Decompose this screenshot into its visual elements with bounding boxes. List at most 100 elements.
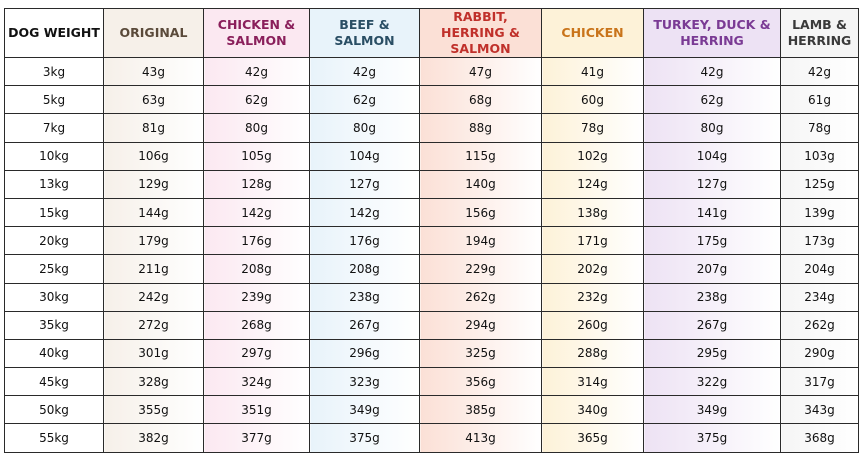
portion-cell: 211g	[103, 254, 204, 284]
portion-cell: 238g	[643, 282, 781, 312]
weight-cell: 30kg	[4, 282, 104, 312]
portion-cell: 175g	[643, 226, 781, 256]
portion-cell: 260g	[541, 310, 644, 340]
portion-cell: 239g	[203, 282, 310, 312]
portion-cell: 106g	[103, 141, 204, 171]
portion-cell: 176g	[309, 226, 420, 256]
table-row: 25kg 211g 208g 208g 229g 202g 207g 204g	[4, 254, 859, 284]
portion-cell: 295g	[643, 338, 781, 369]
table-row: 20kg 179g 176g 176g 194g 171g 175g 173g	[4, 226, 859, 256]
portion-cell: 375g	[643, 423, 781, 453]
portion-cell: 179g	[103, 226, 204, 256]
column-header-recipe: RABBIT, HERRING & SALMON	[419, 8, 542, 58]
portion-cell: 144g	[103, 197, 204, 228]
weight-cell: 50kg	[4, 395, 104, 425]
portion-cell: 229g	[419, 254, 542, 284]
portion-cell: 103g	[780, 141, 859, 171]
portion-cell: 78g	[780, 113, 859, 143]
portion-cell: 207g	[643, 254, 781, 284]
table-row: 35kg 272g 268g 267g 294g 260g 267g 262g	[4, 310, 859, 340]
portion-cell: 127g	[309, 169, 420, 199]
table-row: 7kg 81g 80g 80g 88g 78g 80g 78g	[4, 113, 859, 143]
portion-cell: 262g	[780, 310, 859, 340]
portion-cell: 129g	[103, 169, 204, 199]
portion-cell: 139g	[780, 197, 859, 228]
portion-cell: 202g	[541, 254, 644, 284]
portion-cell: 296g	[309, 338, 420, 369]
weight-cell: 55kg	[4, 423, 104, 453]
portion-cell: 267g	[643, 310, 781, 340]
feeding-guide: DOG WEIGHT ORIGINAL CHICKEN & SALMON BEEF &…	[4, 8, 859, 453]
portion-cell: 81g	[103, 113, 204, 143]
weight-cell: 7kg	[4, 113, 104, 143]
portion-cell: 208g	[309, 254, 420, 284]
portion-cell: 42g	[203, 56, 310, 87]
portion-cell: 63g	[103, 85, 204, 115]
table-row: 45kg 328g 324g 323g 356g 314g 322g 317g	[4, 367, 859, 397]
portion-cell: 47g	[419, 56, 542, 87]
table-row: 15kg 144g 142g 142g 156g 138g 141g 139g	[4, 197, 859, 228]
portion-cell: 124g	[541, 169, 644, 199]
portion-cell: 323g	[309, 367, 420, 397]
portion-cell: 142g	[309, 197, 420, 228]
feeding-table: DOG WEIGHT ORIGINAL CHICKEN & SALMON BEEF &…	[4, 8, 859, 453]
portion-cell: 78g	[541, 113, 644, 143]
table-row: 5kg 63g 62g 62g 68g 60g 62g 61g	[4, 85, 859, 115]
portion-cell: 232g	[541, 282, 644, 312]
header-row: DOG WEIGHT ORIGINAL CHICKEN & SALMON BEEF &…	[4, 8, 859, 58]
portion-cell: 42g	[309, 56, 420, 87]
weight-cell: 5kg	[4, 85, 104, 115]
portion-cell: 88g	[419, 113, 542, 143]
portion-cell: 142g	[203, 197, 310, 228]
portion-cell: 301g	[103, 338, 204, 369]
portion-cell: 382g	[103, 423, 204, 453]
portion-cell: 314g	[541, 367, 644, 397]
column-header-recipe: CHICKEN & SALMON	[203, 8, 310, 58]
portion-cell: 351g	[203, 395, 310, 425]
column-header-recipe: CHICKEN	[541, 8, 644, 58]
portion-cell: 355g	[103, 395, 204, 425]
portion-cell: 104g	[643, 141, 781, 171]
portion-cell: 128g	[203, 169, 310, 199]
portion-cell: 61g	[780, 85, 859, 115]
portion-cell: 349g	[309, 395, 420, 425]
portion-cell: 340g	[541, 395, 644, 425]
portion-cell: 140g	[419, 169, 542, 199]
portion-cell: 290g	[780, 338, 859, 369]
portion-cell: 325g	[419, 338, 542, 369]
portion-cell: 102g	[541, 141, 644, 171]
portion-cell: 328g	[103, 367, 204, 397]
portion-cell: 176g	[203, 226, 310, 256]
portion-cell: 171g	[541, 226, 644, 256]
portion-cell: 42g	[643, 56, 781, 87]
table-row: 50kg 355g 351g 349g 385g 340g 349g 343g	[4, 395, 859, 425]
weight-cell: 45kg	[4, 367, 104, 397]
portion-cell: 324g	[203, 367, 310, 397]
portion-cell: 68g	[419, 85, 542, 115]
portion-cell: 173g	[780, 226, 859, 256]
portion-cell: 375g	[309, 423, 420, 453]
portion-cell: 42g	[780, 56, 859, 87]
table-row: 30kg 242g 239g 238g 262g 232g 238g 234g	[4, 282, 859, 312]
column-header-recipe: ORIGINAL	[103, 8, 204, 58]
portion-cell: 377g	[203, 423, 310, 453]
portion-cell: 125g	[780, 169, 859, 199]
portion-cell: 80g	[643, 113, 781, 143]
portion-cell: 365g	[541, 423, 644, 453]
column-header-dog-weight: DOG WEIGHT	[4, 8, 104, 58]
weight-cell: 25kg	[4, 254, 104, 284]
weight-cell: 13kg	[4, 169, 104, 199]
table-row: 10kg 106g 105g 104g 115g 102g 104g 103g	[4, 141, 859, 171]
weight-cell: 20kg	[4, 226, 104, 256]
portion-cell: 267g	[309, 310, 420, 340]
portion-cell: 80g	[203, 113, 310, 143]
weight-cell: 15kg	[4, 197, 104, 228]
weight-cell: 3kg	[4, 56, 104, 87]
portion-cell: 268g	[203, 310, 310, 340]
table-row: 40kg 301g 297g 296g 325g 288g 295g 290g	[4, 338, 859, 369]
table-row: 3kg 43g 42g 42g 47g 41g 42g 42g	[4, 56, 859, 87]
portion-cell: 156g	[419, 197, 542, 228]
portion-cell: 138g	[541, 197, 644, 228]
portion-cell: 242g	[103, 282, 204, 312]
table-row: 55kg 382g 377g 375g 413g 365g 375g 368g	[4, 423, 859, 453]
